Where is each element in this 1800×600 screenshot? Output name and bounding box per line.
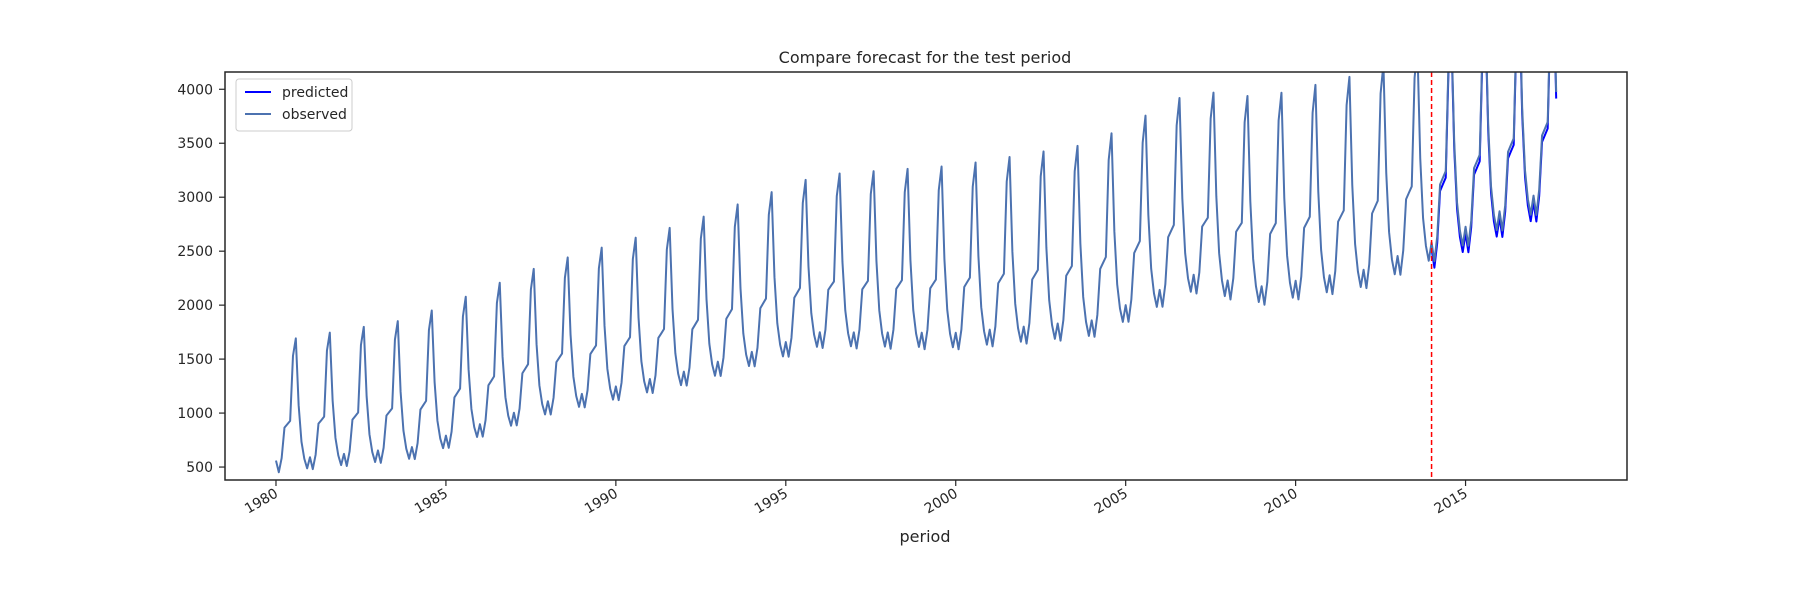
x-tick-label: 2000 (922, 486, 961, 518)
y-tick-label: 3000 (177, 190, 213, 206)
plot-area (275, 72, 1558, 480)
legend-predicted-label: predicted (282, 85, 348, 101)
axes: 500 1000 1500 2000 2500 3000 3500 4000 1980 1985 1… (177, 71, 1628, 518)
y-tick-label: 4000 (177, 82, 213, 98)
legend: predicted observed (235, 78, 353, 132)
predicted-series-line (1430, 72, 1558, 269)
x-tick-label: 1985 (412, 486, 451, 518)
x-tick-label: 2015 (1432, 486, 1471, 518)
legend-observed-label: observed (282, 107, 347, 123)
plot-frame (224, 71, 1628, 481)
y-tick-label: 3500 (177, 136, 213, 152)
y-tick-label: 1500 (177, 352, 213, 368)
observed-series-line (275, 72, 1558, 474)
x-tick-label: 2005 (1092, 486, 1131, 518)
x-tick-label: 1990 (582, 486, 621, 518)
x-axis-label: period (900, 527, 951, 546)
y-tick-label: 500 (186, 460, 213, 476)
y-tick-label: 1000 (177, 406, 213, 422)
y-tick-label: 2000 (177, 298, 213, 314)
x-tick-label: 2010 (1262, 486, 1301, 518)
x-tick-label: 1995 (752, 486, 791, 518)
x-tick-label: 1980 (242, 486, 281, 518)
chart-title: Compare forecast for the test period (779, 48, 1072, 67)
y-tick-label: 2500 (177, 244, 213, 260)
